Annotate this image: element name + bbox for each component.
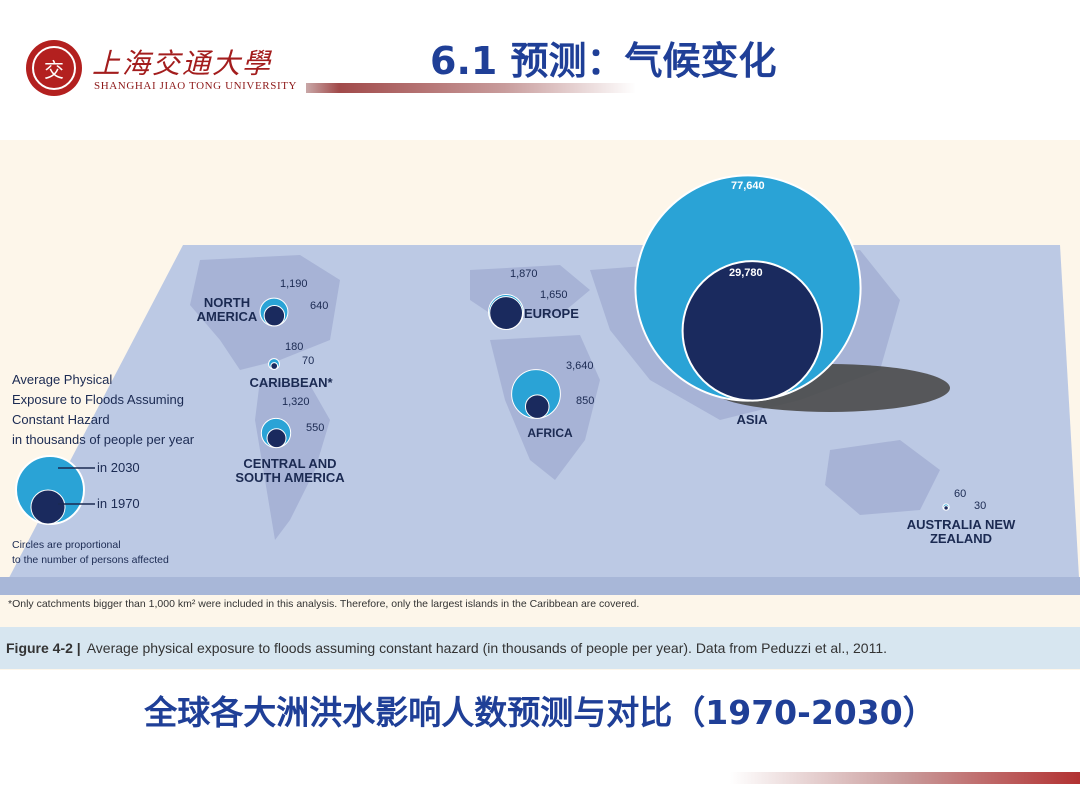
- bubble-1970-caribbean: [270, 362, 279, 370]
- bubble-layer: [15, 174, 950, 525]
- value-label-north-america-2030: 1,190: [280, 278, 308, 290]
- flood-exposure-figure: Average Physical Exposure to Floods Assu…: [0, 140, 1080, 670]
- region-label-australia-nz: AUSTRALIA NEW ZEALAND: [906, 517, 1016, 546]
- slide-title: 6.1 预测：气候变化: [430, 39, 777, 83]
- bubble-1970-asia: [681, 260, 824, 402]
- bottom-decor-bar: [730, 772, 1080, 784]
- legend-proportional-note: Circles are proportional to the number o…: [12, 538, 169, 568]
- value-label-europe-2030: 1,870: [510, 268, 538, 280]
- legend-note-line: to the number of persons affected: [12, 554, 169, 566]
- legend-heading: Average Physical Exposure to Floods Assu…: [12, 370, 194, 450]
- bubble-1970-central-and-south-america: [266, 428, 287, 449]
- legend-heading-line: Exposure to Floods Assuming: [12, 392, 184, 407]
- value-label-caribbean-2030: 180: [285, 341, 304, 353]
- world-map-bubble-chart: [0, 174, 1080, 595]
- value-label-central-south-2030: 1,320: [282, 396, 310, 408]
- figure-caption: Figure 4-2 | Average physical exposure t…: [0, 627, 1080, 669]
- figure-caption-label: Figure 4-2 |: [6, 640, 81, 656]
- region-label-africa: AFRICA: [527, 426, 573, 440]
- bubble-1970-australia-new-zealand: [943, 505, 949, 511]
- figure-caption-text: Average physical exposure to floods assu…: [86, 640, 887, 656]
- value-label-asia-2030: 77,640: [731, 180, 765, 192]
- figure-footnote: *Only catchments bigger than 1,000 km² w…: [8, 598, 640, 610]
- university-name-en: SHANGHAI JIAO TONG UNIVERSITY: [94, 80, 298, 92]
- header: 交 上海交通大學 SHANGHAI JIAO TONG UNIVERSITY 6…: [0, 0, 1080, 110]
- region-label-north-america: NORTH AMERICA: [196, 295, 258, 324]
- university-name-cn: 上海交通大學: [92, 47, 273, 80]
- legend-heading-line: Constant Hazard: [12, 412, 110, 427]
- australia-landmass: [825, 440, 940, 515]
- legend-2030-label: in 2030: [97, 460, 140, 475]
- value-label-africa-1970: 850: [576, 395, 595, 407]
- region-label-europe: EUROPE: [524, 306, 579, 321]
- value-label-africa-2030: 3,640: [566, 360, 594, 372]
- value-label-north-america-1970: 640: [310, 300, 329, 312]
- legend-note-line: Circles are proportional: [12, 539, 121, 551]
- legend-1970-label: in 1970: [97, 496, 140, 511]
- value-label-aus-2030: 60: [954, 488, 967, 500]
- value-label-asia-1970: 29,780: [729, 267, 763, 279]
- legend-bubble-1970: [30, 489, 66, 525]
- map-bottom-band: [0, 577, 1080, 595]
- region-label-asia: ASIA: [736, 412, 768, 427]
- region-label-caribbean: CARIBBEAN*: [249, 375, 333, 390]
- value-label-central-south-1970: 550: [306, 422, 325, 434]
- university-seal-logo: 交: [26, 40, 82, 96]
- region-label-central-south-america: CENTRAL AND SOUTH AMERICA: [235, 456, 345, 485]
- value-label-caribbean-1970: 70: [302, 355, 315, 367]
- title-underline-bar: [306, 83, 636, 93]
- bubble-1970-north-america: [263, 304, 286, 327]
- bubble-1970-europe: [489, 296, 524, 330]
- slide-subtitle: 全球各大洲洪水影响人数预测与对比（1970-2030）: [144, 693, 936, 732]
- value-label-aus-1970: 30: [974, 500, 987, 512]
- value-label-europe-1970: 1,650: [540, 289, 568, 301]
- legend-heading-line: Average Physical: [12, 372, 113, 387]
- legend-heading-line: in thousands of people per year: [12, 432, 195, 447]
- bubble-1970-africa: [524, 394, 550, 419]
